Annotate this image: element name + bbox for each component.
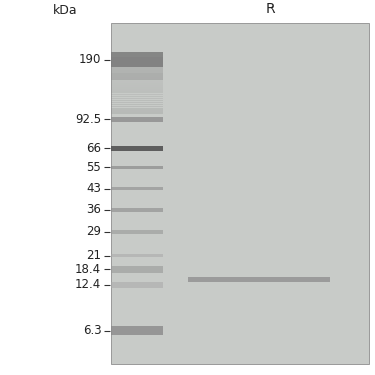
Text: 36: 36 [86, 203, 101, 216]
Text: 29: 29 [86, 225, 101, 238]
Bar [111, 326, 163, 335]
Bar [111, 75, 163, 77]
Bar [111, 86, 163, 87]
Bar [111, 23, 369, 364]
Text: 18.4: 18.4 [75, 263, 101, 276]
Text: 55: 55 [87, 161, 101, 174]
Bar [111, 266, 163, 273]
Bar [111, 106, 163, 108]
Text: kDa: kDa [53, 4, 78, 17]
Bar [111, 73, 163, 75]
Text: 190: 190 [79, 53, 101, 66]
Text: R: R [265, 2, 275, 16]
Text: 12.4: 12.4 [75, 278, 101, 291]
Bar [111, 100, 163, 101]
Bar [111, 230, 163, 234]
Bar [111, 87, 163, 89]
Bar [111, 52, 163, 68]
Bar [111, 57, 163, 80]
Bar [111, 108, 163, 109]
Bar [111, 165, 163, 169]
Bar [111, 83, 163, 85]
Bar [111, 110, 163, 112]
Bar [111, 81, 163, 83]
Bar [111, 89, 163, 91]
Bar [111, 92, 163, 93]
Bar [111, 187, 163, 190]
Bar [111, 77, 163, 79]
Bar [111, 282, 163, 288]
Bar [111, 104, 163, 105]
Text: 6.3: 6.3 [82, 324, 101, 337]
Bar [111, 208, 163, 212]
Bar [111, 112, 163, 114]
Bar [188, 277, 330, 282]
Bar [111, 102, 163, 104]
Bar [111, 254, 163, 257]
Bar [111, 96, 163, 97]
Bar [111, 98, 163, 99]
Bar [111, 146, 163, 151]
Text: 92.5: 92.5 [75, 113, 101, 126]
Text: 43: 43 [86, 182, 101, 195]
Bar [111, 79, 163, 81]
Bar [111, 93, 163, 95]
Bar [111, 117, 163, 122]
Text: 21: 21 [86, 249, 101, 262]
Text: 66: 66 [86, 142, 101, 155]
